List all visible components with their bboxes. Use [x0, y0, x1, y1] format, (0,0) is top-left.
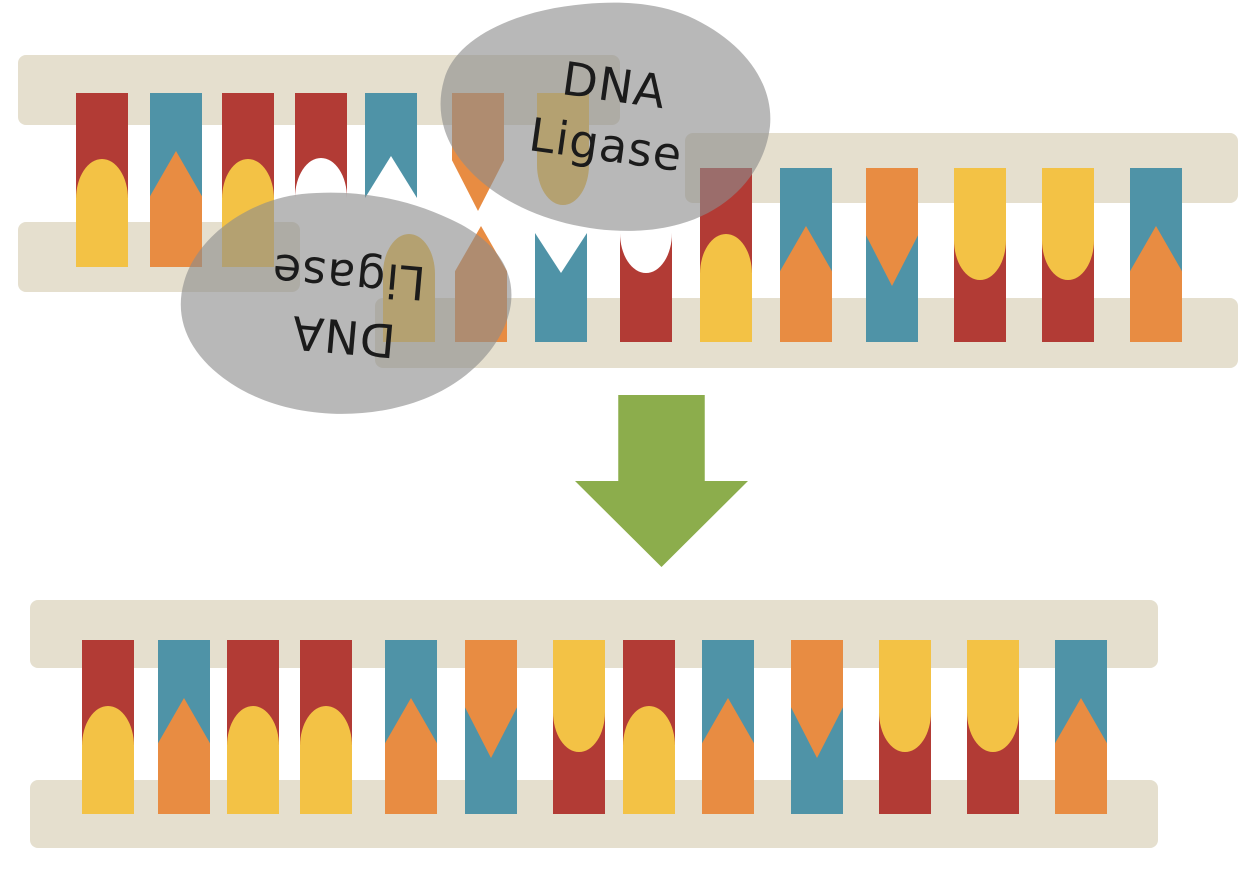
ligase-label-lower: DNA Ligase	[201, 234, 490, 378]
base-yellow-top	[1042, 168, 1094, 280]
base-yellow-top	[967, 640, 1019, 752]
base-yellow-bottom	[623, 706, 675, 814]
ligase-label-upper: DNA Ligase	[463, 37, 757, 194]
down-arrow-icon	[575, 395, 748, 567]
base-yellow-top	[954, 168, 1006, 280]
base-yellow-bottom	[300, 706, 352, 814]
base-yellow-top	[553, 640, 605, 752]
base-yellow-top	[879, 640, 931, 752]
base-yellow-bottom	[227, 706, 279, 814]
base-yellow-bottom	[82, 706, 134, 814]
base-yellow-bottom	[700, 234, 752, 342]
base-yellow-bottom	[76, 159, 128, 267]
